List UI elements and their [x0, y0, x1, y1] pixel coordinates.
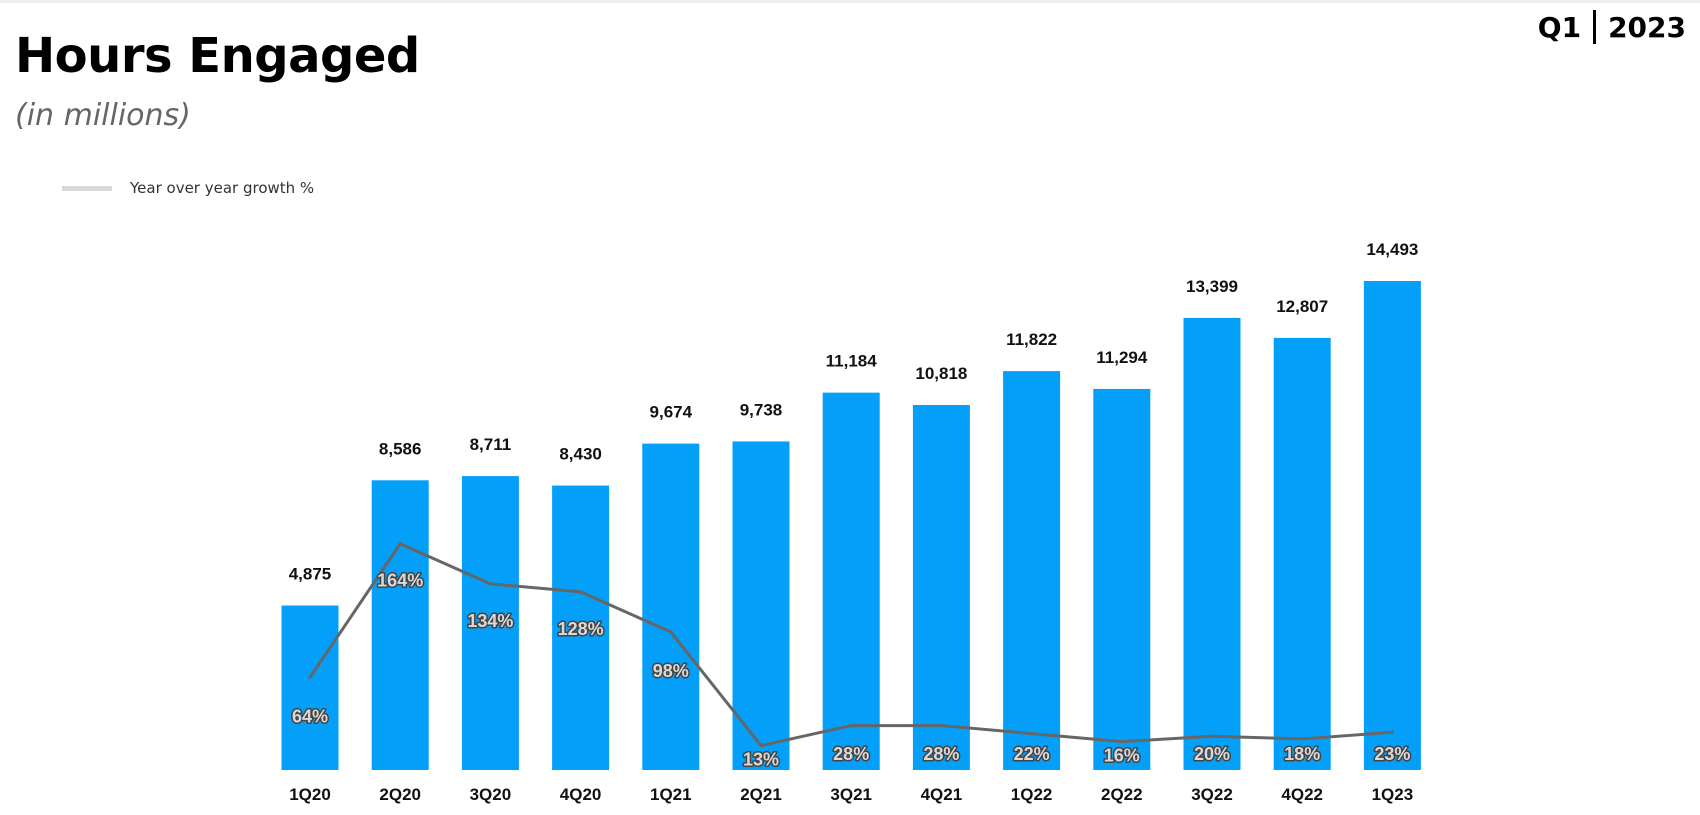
- x-axis-tick-label: 2Q22: [1101, 785, 1143, 804]
- period-divider: [1593, 10, 1597, 44]
- bar-1q20: [281, 605, 339, 770]
- growth-point: [308, 675, 312, 679]
- x-axis-tick-label: 1Q21: [650, 785, 692, 804]
- growth-point: [398, 542, 402, 546]
- top-border: [0, 0, 1700, 3]
- growth-value-label: 16%: [1104, 746, 1140, 766]
- legend-line-label: Year over year growth %: [130, 179, 315, 197]
- growth-point: [1120, 740, 1124, 744]
- growth-value-label: 28%: [923, 744, 959, 764]
- period-label: Q1 2023: [1538, 10, 1686, 44]
- x-axis-tick-label: 3Q20: [470, 785, 512, 804]
- chart-legend: Year over year growth %: [62, 179, 314, 197]
- x-axis-tick-label: 4Q20: [560, 785, 602, 804]
- growth-point: [849, 724, 853, 728]
- bar-value-label: 9,674: [650, 403, 693, 422]
- x-axis-tick-label: 1Q20: [289, 785, 331, 804]
- x-axis-tick-label: 1Q23: [1372, 785, 1414, 804]
- growth-value-label: 128%: [558, 619, 604, 639]
- bar-1q21: [642, 443, 700, 770]
- page-subtitle: (in millions): [15, 98, 191, 133]
- growth-value-label: 164%: [377, 571, 423, 591]
- bar-value-label: 11,822: [1006, 330, 1057, 349]
- bar-3q21: [822, 392, 880, 770]
- x-axis-tick-label: 2Q20: [379, 785, 421, 804]
- bar-1q22: [1003, 371, 1061, 770]
- bar-value-label: 11,294: [1096, 348, 1148, 367]
- growth-value-label: 20%: [1194, 744, 1230, 764]
- bar-3q22: [1183, 317, 1241, 770]
- x-axis-tick-label: 4Q22: [1281, 785, 1323, 804]
- x-axis-tick-label: 1Q22: [1011, 785, 1053, 804]
- bar-value-label: 4,875: [289, 565, 332, 584]
- growth-value-label: 134%: [467, 611, 513, 631]
- bar-4q21: [912, 404, 970, 770]
- bar-value-label: 14,493: [1366, 240, 1418, 259]
- growth-point: [759, 744, 763, 748]
- growth-point: [1300, 737, 1304, 741]
- bar-value-label: 8,711: [470, 435, 512, 454]
- bar-2q22: [1093, 388, 1151, 770]
- bar-value-label: 9,738: [740, 400, 783, 419]
- bar-1q23: [1363, 281, 1421, 770]
- growth-value-label: 18%: [1284, 744, 1320, 764]
- x-axis-tick-label: 2Q21: [740, 785, 782, 804]
- growth-point: [669, 630, 673, 634]
- x-axis-tick-label: 3Q22: [1191, 785, 1233, 804]
- growth-point: [939, 724, 943, 728]
- growth-value-label: 23%: [1374, 744, 1410, 764]
- bar-value-label: 10,818: [915, 364, 967, 383]
- growth-value-label: 22%: [1014, 744, 1050, 764]
- growth-point: [1030, 732, 1034, 736]
- bar-value-label: 8,586: [379, 439, 422, 458]
- growth-value-label: 98%: [653, 661, 689, 681]
- growth-point: [1390, 730, 1394, 734]
- bar-value-label: 8,430: [559, 445, 602, 464]
- growth-value-label: 28%: [833, 744, 869, 764]
- x-axis-tick-label: 4Q21: [921, 785, 963, 804]
- bar-4q20: [552, 485, 610, 770]
- bar-4q22: [1273, 337, 1331, 770]
- bar-2q20: [371, 480, 429, 770]
- growth-point: [488, 582, 492, 586]
- growth-point: [1210, 734, 1214, 738]
- growth-value-label: 64%: [292, 706, 328, 726]
- bar-2q21: [732, 441, 790, 770]
- growth-value-label: 13%: [743, 750, 779, 770]
- period-quarter: Q1: [1537, 10, 1582, 44]
- x-axis-tick-label: 3Q21: [830, 785, 872, 804]
- legend-line-swatch: [62, 185, 112, 191]
- period-year: 2023: [1608, 10, 1686, 44]
- page-title: Hours Engaged: [15, 28, 420, 84]
- bar-value-label: 11,184: [826, 352, 878, 371]
- bar-value-label: 12,807: [1276, 297, 1328, 316]
- growth-point: [579, 590, 583, 594]
- bar-value-label: 13,399: [1186, 277, 1238, 296]
- bar-3q20: [461, 476, 519, 770]
